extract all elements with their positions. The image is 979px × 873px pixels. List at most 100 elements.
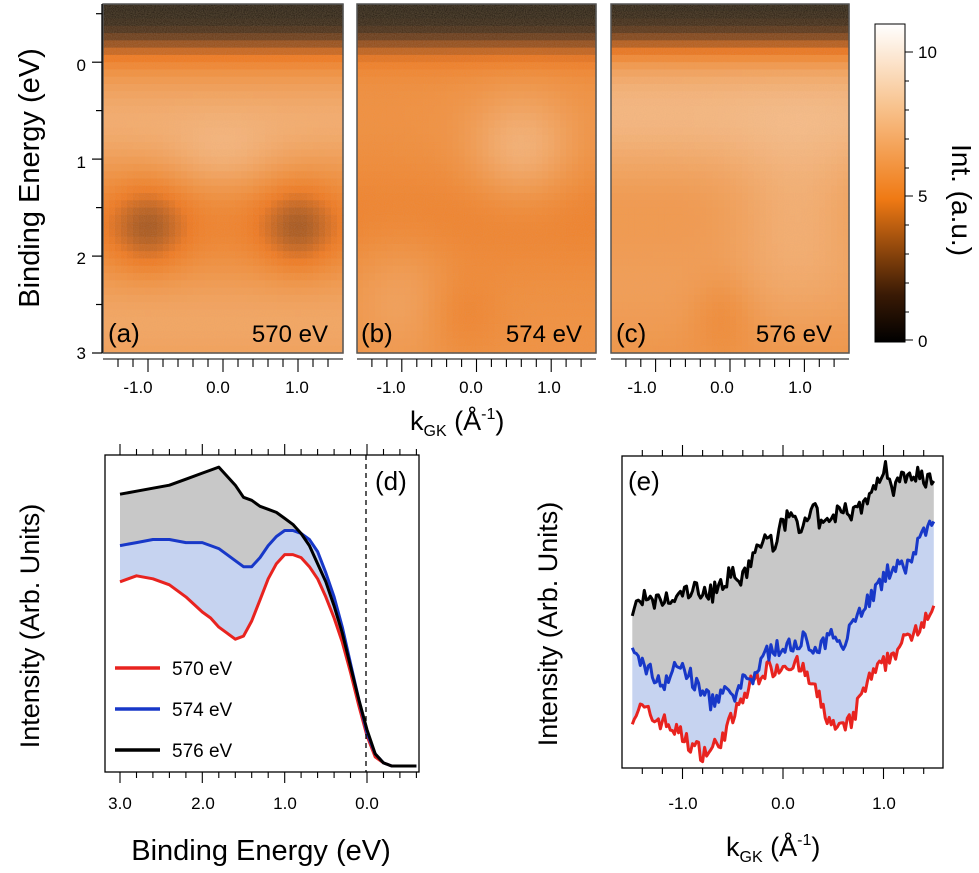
heatmap-cell: [458, 287, 466, 296]
heatmap-cell: [765, 91, 773, 100]
heatmap-cell: [476, 105, 484, 114]
heatmap-cell: [139, 316, 146, 325]
heatmap-cell: [422, 287, 430, 296]
heatmap-cell: [765, 18, 773, 27]
heatmap-cell: [771, 163, 779, 172]
heatmap-cell: [542, 316, 549, 325]
heatmap-cell: [229, 83, 236, 92]
heatmap-cell: [801, 200, 808, 209]
heatmap-cell: [446, 127, 454, 136]
heatmap-cell: [331, 142, 338, 151]
heatmap-cell: [730, 193, 737, 201]
heatmap-cell: [801, 120, 808, 129]
heatmap-cell: [241, 331, 248, 340]
heatmap-cell: [670, 113, 678, 121]
heatmap-cell: [488, 243, 496, 252]
heatmap-cell: [718, 193, 725, 201]
heatmap-cell: [700, 163, 707, 172]
heatmap-cell: [133, 287, 140, 296]
heatmap-cell: [500, 265, 507, 274]
heatmap-cell: [331, 222, 338, 230]
heatmap-cell: [783, 156, 791, 165]
heatmap-cell: [205, 91, 212, 100]
heatmap-cell: [121, 105, 128, 114]
heatmap-cell: [103, 120, 110, 129]
heatmap-cell: [464, 302, 472, 310]
heatmap-cell: [718, 163, 725, 172]
heatmap-cell: [524, 265, 531, 274]
heatmap-cell: [584, 323, 591, 332]
heatmap-cell: [289, 18, 296, 27]
heatmap-cell: [464, 207, 472, 216]
heatmap-cell: [482, 156, 490, 165]
heatmap-cell: [506, 149, 513, 158]
heatmap-cell: [139, 338, 146, 347]
heatmap-cell: [109, 62, 116, 71]
heatmap-cell: [584, 105, 591, 114]
heatmap-cell: [688, 193, 695, 201]
heatmap-cell: [831, 127, 838, 136]
heatmap-cell: [831, 91, 838, 100]
heatmap-cell: [410, 193, 418, 201]
heatmap-cell: [428, 83, 436, 92]
heatmap-cell: [301, 294, 308, 303]
heatmap-cell: [446, 331, 454, 340]
heatmap-cell: [572, 258, 579, 267]
heatmap-cell: [181, 4, 188, 12]
heatmap-cell: [777, 105, 785, 114]
heatmap-cell: [536, 214, 543, 223]
heatmap-cell: [368, 62, 376, 71]
heatmap-cell: [837, 54, 844, 63]
heatmap-cell: [362, 120, 370, 129]
heatmap-cell: [694, 127, 701, 136]
heatmap-cell: [205, 40, 212, 49]
heatmap-cell: [223, 185, 230, 194]
heatmap-cell: [825, 171, 832, 180]
heatmap-cell: [301, 149, 308, 158]
heatmap-cell: [325, 69, 332, 78]
heatmap-cell: [500, 156, 507, 165]
heatmap-cell: [771, 200, 779, 209]
heatmap-cell: [127, 98, 134, 107]
heatmap-cell: [265, 163, 272, 172]
heatmap-cell: [488, 91, 496, 100]
heatmap-cell: [819, 91, 826, 100]
heatmap-cell: [634, 18, 642, 27]
heatmap-cell: [121, 287, 128, 296]
heatmap-cell: [735, 11, 743, 20]
heatmap-cell: [590, 287, 597, 296]
heatmap-cell: [151, 54, 158, 63]
heatmap-cell: [843, 149, 850, 158]
heatmap-cell: [765, 83, 773, 92]
heatmap-cell: [500, 47, 507, 56]
heatmap-cell: [253, 4, 260, 12]
heatmap-cell: [825, 120, 832, 129]
heatmap-cell: [241, 127, 248, 136]
heatmap-cell: [295, 134, 302, 143]
heatmap-cell: [229, 214, 236, 223]
heatmap-cell: [440, 156, 448, 165]
heatmap-cell: [548, 294, 555, 303]
heatmap-cell: [819, 193, 826, 201]
heatmap-cell: [241, 193, 248, 201]
heatmap-cell: [843, 69, 850, 78]
heatmap-cell: [175, 294, 182, 303]
heatmap-cell: [181, 76, 188, 85]
heatmap-cell: [482, 243, 490, 252]
heatmap-cell: [488, 214, 496, 223]
heatmap-cell: [512, 214, 519, 223]
heatmap-cell: [458, 76, 466, 85]
heatmap-cell: [512, 229, 519, 238]
heatmap-cell: [357, 222, 364, 230]
heatmap-cell: [410, 287, 418, 296]
heatmap-cell: [277, 113, 284, 121]
heatmap-cell: [163, 11, 170, 20]
heatmap-cell: [572, 156, 579, 165]
heatmap-cell: [825, 40, 832, 49]
heatmap-cell: [611, 127, 618, 136]
heatmap-cell: [771, 40, 779, 49]
heatmap-cell: [187, 120, 194, 129]
heatmap-cell: [169, 163, 176, 172]
heatmap-cell: [759, 127, 767, 136]
heatmap-cell: [362, 214, 370, 223]
